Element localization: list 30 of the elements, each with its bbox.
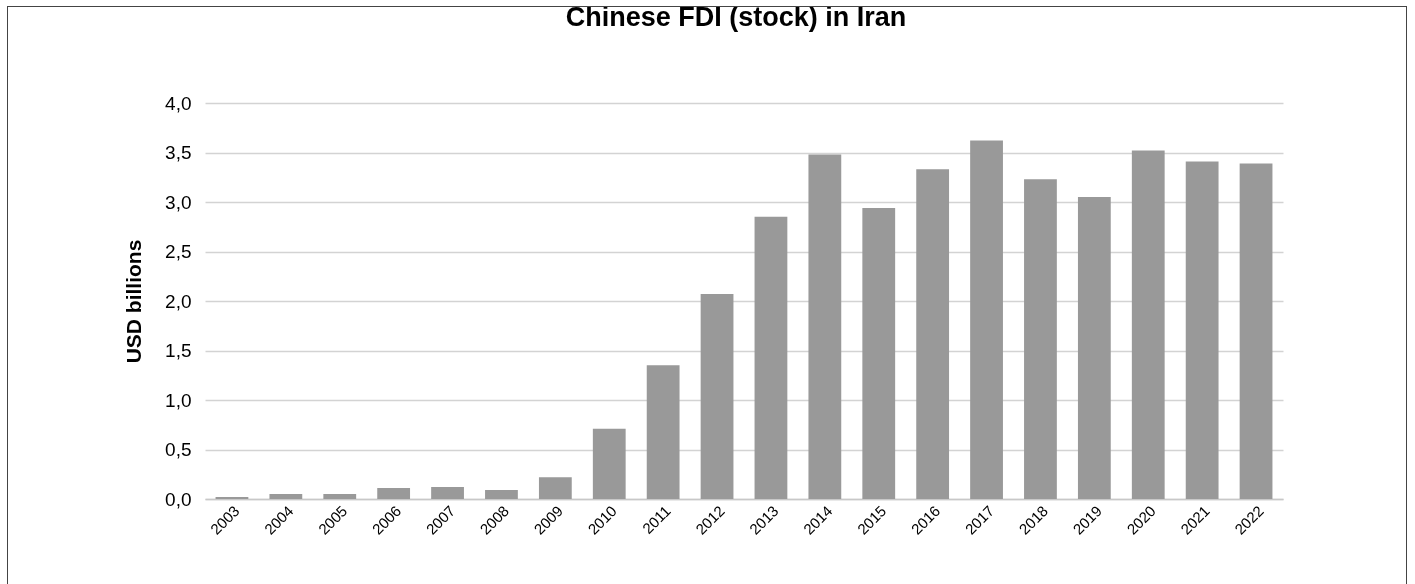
bar <box>808 154 842 499</box>
chart-title: Chinese FDI (stock) in Iran <box>565 2 907 32</box>
bar <box>431 487 464 499</box>
bar <box>700 294 734 499</box>
bar <box>1131 150 1165 499</box>
bar <box>323 494 357 499</box>
bar <box>916 169 950 499</box>
y-tick-label: 2,5 <box>165 241 192 262</box>
bar <box>377 488 411 499</box>
bar <box>1185 161 1219 499</box>
bar <box>970 140 1003 499</box>
y-tick-label: 2,0 <box>165 290 192 312</box>
y-tick-label: 0,5 <box>165 439 192 460</box>
y-tick-label: 3,5 <box>165 142 192 163</box>
y-tick-label: 4,0 <box>165 92 192 114</box>
bar <box>592 428 626 499</box>
bar <box>754 216 788 499</box>
y-tick-label: 0,0 <box>165 488 192 510</box>
bar <box>538 477 572 499</box>
y-axis-title: USD billions <box>122 239 146 364</box>
y-tick-label: 1,5 <box>165 340 192 361</box>
y-tick-label: 1,0 <box>165 389 192 411</box>
bar <box>646 365 680 499</box>
y-tick-label: 3,0 <box>165 191 192 213</box>
bar <box>269 494 303 499</box>
bar <box>1024 179 1057 499</box>
bar <box>1239 163 1273 499</box>
bar <box>1077 197 1111 499</box>
bar <box>862 207 896 499</box>
bar <box>485 490 518 499</box>
